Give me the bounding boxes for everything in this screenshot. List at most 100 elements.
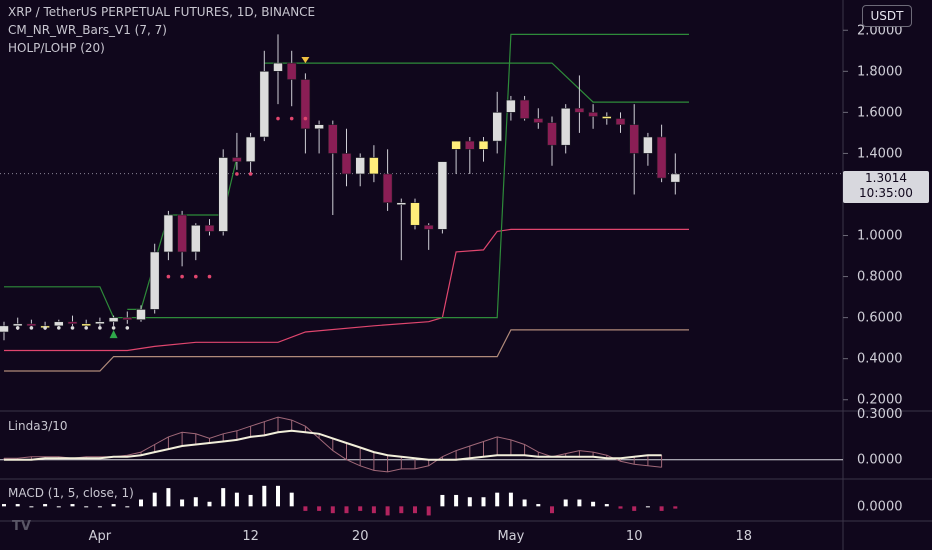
candle-body	[218, 157, 228, 232]
signal-dot	[289, 116, 294, 121]
candle-body	[314, 124, 324, 130]
indicator-holp-lohp[interactable]: HOLP/LOHP (20)	[8, 41, 105, 55]
lohp-line	[4, 329, 689, 372]
candle-body	[670, 173, 681, 183]
candle-body	[355, 157, 366, 175]
candle-body	[601, 116, 612, 119]
candle-body	[519, 99, 530, 119]
candle-body	[232, 157, 242, 162]
candle-body	[396, 202, 407, 206]
candle-body	[81, 323, 91, 327]
candle-body	[574, 107, 585, 113]
signal-dot	[29, 326, 34, 330]
macd-bar	[385, 506, 390, 516]
signal-dot	[248, 172, 253, 176]
macd-bar	[481, 497, 486, 507]
macd-bar	[426, 506, 431, 516]
signal-dot	[207, 274, 212, 279]
candle-body	[382, 173, 393, 203]
macd-bar	[344, 506, 349, 514]
macd-bar	[166, 488, 171, 507]
macd-bar	[2, 504, 6, 507]
macd-bar	[70, 504, 75, 507]
indicator-linda[interactable]: Linda3/10	[8, 419, 68, 433]
candle-body	[478, 140, 489, 150]
macd-bar	[591, 501, 596, 507]
candle-body	[327, 124, 338, 154]
candle-body	[369, 157, 379, 175]
candle-body	[464, 140, 475, 150]
macd-bar	[330, 506, 335, 514]
sell-triangle	[301, 56, 310, 64]
macd-bar	[43, 504, 48, 507]
macd-bar	[180, 499, 185, 507]
macd-bar	[550, 506, 554, 514]
countdown-timer: 10:35:00	[859, 186, 913, 200]
signal-dot	[166, 274, 171, 279]
price-tick-label: 1.0000	[857, 229, 903, 244]
candle-body	[492, 112, 503, 142]
macd-bar	[467, 497, 472, 507]
time-tick-label: Apr	[89, 529, 112, 544]
candle-body	[53, 321, 64, 327]
signal-dot	[235, 172, 239, 176]
candle-body	[506, 99, 516, 113]
macd-bar	[139, 499, 143, 507]
signal-dot	[43, 326, 47, 330]
candle-body	[67, 321, 78, 325]
price-tick-label: 0.2000	[857, 393, 903, 408]
linda-tick-label: 0.3000	[857, 407, 903, 422]
time-tick-label: May	[497, 529, 524, 544]
signal-dot	[125, 326, 130, 330]
buy-triangle	[109, 329, 118, 339]
candle-body	[122, 317, 133, 320]
macd-bar	[371, 506, 376, 514]
candle-body	[451, 140, 461, 150]
last-price-tag: 1.3014 10:35:00	[843, 171, 929, 203]
time-tick-label: 12	[242, 529, 259, 544]
candle-body	[26, 323, 37, 327]
macd-bar	[645, 506, 650, 508]
price-tick-label: 0.6000	[857, 311, 903, 326]
macd-bar	[125, 506, 130, 508]
candle-body	[423, 224, 434, 230]
macd-bar	[495, 492, 500, 507]
candle-body	[286, 62, 297, 80]
candle-body	[177, 214, 187, 253]
macd-bar	[522, 499, 527, 507]
candle-body	[533, 118, 544, 123]
macd-tick-label: 0.0000	[857, 499, 903, 514]
wr-upper-line	[4, 33, 689, 319]
indicator-nr-wr-bars[interactable]: CM_NR_WR_Bars_V1 (7, 7)	[8, 23, 167, 37]
candle-body	[656, 136, 667, 179]
currency-button[interactable]: USDT	[862, 5, 912, 27]
signal-dot	[180, 274, 184, 279]
macd-bar	[440, 494, 445, 507]
macd-bar	[399, 506, 404, 514]
candle-body	[108, 317, 119, 323]
candle-body	[588, 112, 598, 117]
macd-bar	[207, 501, 212, 507]
macd-bar	[632, 506, 637, 511]
candle-body	[300, 79, 311, 130]
candle-body	[163, 214, 174, 253]
macd-bar	[673, 506, 678, 509]
candle-body	[560, 107, 571, 146]
signal-dot	[194, 274, 198, 279]
indicator-macd[interactable]: MACD (1, 5, close, 1)	[8, 486, 134, 500]
macd-bar	[604, 504, 609, 507]
candle-body	[95, 321, 105, 325]
time-tick-label: 10	[626, 529, 643, 544]
candle-body	[191, 224, 201, 253]
candle-body	[259, 71, 270, 138]
macd-bar	[413, 506, 417, 514]
price-tick-label: 1.8000	[857, 64, 903, 79]
price-tick-label: 0.8000	[857, 270, 903, 285]
macd-bar	[111, 504, 116, 507]
signal-dot	[276, 116, 280, 121]
signal-dot	[111, 326, 116, 330]
macd-bar	[536, 504, 541, 507]
candle-body	[245, 136, 256, 162]
candle-body	[437, 161, 448, 230]
